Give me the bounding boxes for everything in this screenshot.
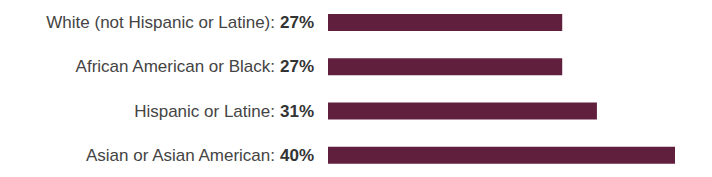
svg-text:Asian or Asian American:40%: Asian or Asian American:40%	[86, 146, 314, 165]
svg-text:Hispanic or Latine:31%: Hispanic or Latine:31%	[134, 102, 314, 121]
svg-text:White (not Hispanic or Latine): White (not Hispanic or Latine):27%	[46, 13, 314, 32]
svg-text:African American or Black:27%: African American or Black:27%	[76, 57, 314, 76]
